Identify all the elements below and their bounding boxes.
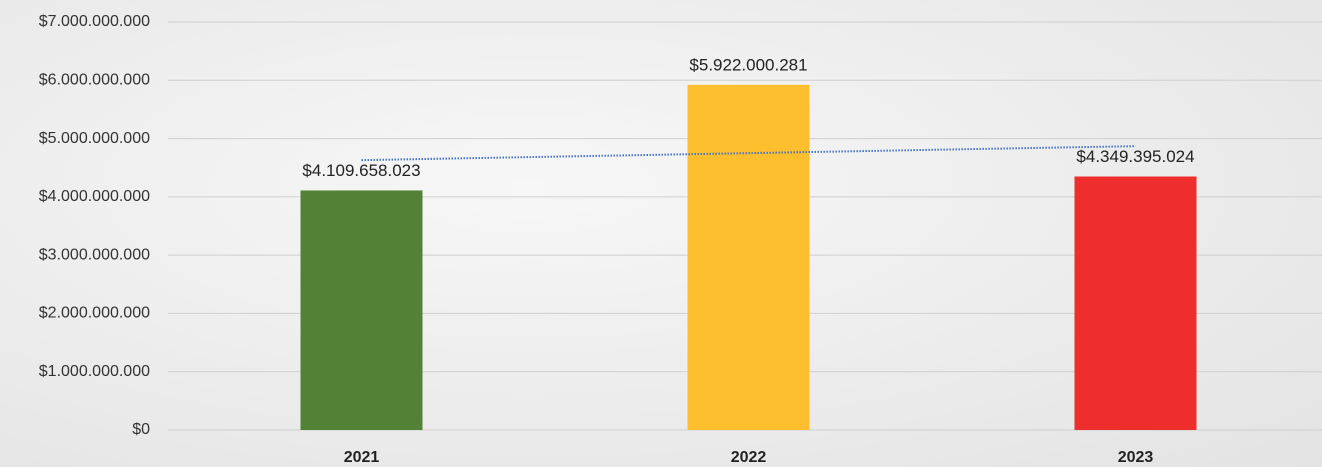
- x-tick-label: 2022: [731, 449, 767, 466]
- bar: [300, 190, 423, 430]
- x-tick-label: 2023: [1118, 449, 1154, 466]
- bar: [687, 84, 810, 431]
- y-tick-label: $5.000.000.000: [39, 130, 150, 147]
- trendline: [361, 145, 1136, 162]
- y-tick-label: $0: [132, 421, 150, 438]
- y-tick-label: $7.000.000.000: [39, 13, 150, 30]
- y-tick-label: $3.000.000.000: [39, 246, 150, 263]
- value-label: $4.349.395.024: [1076, 147, 1194, 166]
- bar: [1074, 176, 1197, 430]
- value-label: $5.922.000.281: [689, 55, 807, 74]
- y-tick-label: $6.000.000.000: [39, 72, 150, 89]
- x-tick-label: 2021: [344, 449, 380, 466]
- y-tick-label: $2.000.000.000: [39, 305, 150, 322]
- y-tick-label: $1.000.000.000: [39, 363, 150, 380]
- y-tick-label: $4.000.000.000: [39, 188, 150, 205]
- value-label: $4.109.658.023: [302, 161, 420, 180]
